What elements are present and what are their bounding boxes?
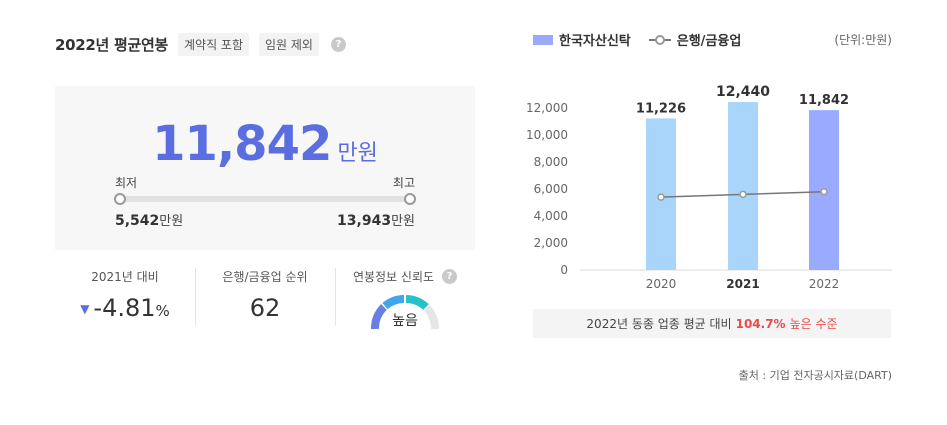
chart-unit-label: (단위:만원) [834, 33, 892, 47]
range-min-label: 최저 [115, 176, 138, 190]
legend-company-label: 한국자산신탁 [559, 34, 631, 49]
range-min-handle [114, 193, 126, 205]
down-arrow-icon: ▼ [80, 302, 90, 316]
range-max: 13,943만원 [337, 210, 415, 229]
salary-header: 2022년 평균연봉 계약직 포함 임원 제외 ? [55, 30, 346, 58]
tag-contract-included: 계약직 포함 [177, 32, 249, 56]
average-salary-value: 11,842 [152, 116, 332, 172]
stat-rank: 은행/금융업 순위 62 [195, 262, 335, 342]
y-tick-label: 0 [560, 263, 568, 277]
range-max-handle [404, 193, 416, 205]
stat-yoy-value: -4.81 [93, 294, 156, 322]
stat-yoy-value-wrap: ▼ -4.81% [55, 294, 195, 322]
stat-rank-label: 은행/금융업 순위 [222, 270, 308, 284]
x-tick-label: 2021 [726, 277, 759, 291]
bar-value-label: 11,226 [636, 101, 686, 116]
data-source: 출처 : 기업 전자공시자료(DART) [738, 369, 892, 382]
chart-legend: 한국자산신탁 은행/금융업 [533, 30, 741, 49]
y-tick-label: 2,000 [534, 236, 568, 250]
legend-company-swatch [533, 34, 553, 45]
y-tick-label: 10,000 [526, 128, 568, 142]
salary-range-track [114, 193, 416, 205]
range-max-unit: 만원 [391, 214, 415, 229]
stat-reliability-label: 연봉정보 신뢰도 [352, 270, 435, 284]
compare-percent: 104.7% [735, 316, 786, 331]
legend-industry-label: 은행/금융업 [676, 34, 742, 49]
reliability-gauge: 높음 [370, 291, 440, 331]
salary-stats: 2021년 대비 ▼ -4.81% 은행/금융업 순위 62 연봉정보 신뢰도 ?… [55, 262, 475, 342]
stat-yoy: 2021년 대비 ▼ -4.81% [55, 262, 195, 342]
stat-yoy-label: 2021년 대비 [91, 270, 159, 284]
help-icon[interactable]: ? [442, 269, 458, 284]
stat-rank-value: 62 [249, 294, 281, 322]
range-labels: 최저 최고 [115, 174, 415, 191]
reliability-value: 높음 [392, 313, 418, 329]
tag-executive-excluded: 임원 제외 [259, 32, 319, 56]
average-salary-unit: 만원 [337, 141, 378, 166]
range-min-value: 5,542 [115, 213, 160, 229]
bar-value-label: 11,842 [799, 93, 849, 108]
stat-yoy-unit: % [155, 302, 170, 320]
range-min-unit: 만원 [159, 214, 184, 229]
bar-value-label: 12,440 [716, 84, 770, 100]
industry-point [820, 187, 828, 196]
page-title: 2022년 평균연봉 [55, 35, 168, 54]
average-salary: 11,842 만원 [55, 116, 475, 172]
y-tick-label: 8,000 [534, 155, 568, 169]
x-tick-label: 2022 [809, 277, 840, 291]
stat-reliability-label-wrap: 연봉정보 신뢰도 ? [335, 268, 475, 285]
industry-compare-banner: 2022년 동종 업종 평균 대비 104.7% 높은 수준 [533, 309, 891, 338]
industry-point [657, 193, 665, 201]
range-min: 5,542만원 [115, 210, 183, 229]
range-max-value: 13,943 [337, 213, 392, 229]
range-values: 5,542만원 13,943만원 [115, 210, 415, 229]
help-icon[interactable]: ? [330, 36, 346, 52]
range-max-label: 최고 [392, 176, 415, 190]
legend-industry-line-icon [648, 34, 671, 45]
salary-bar-chart: 0 2,000 4,000 6,000 8,000 10,000 12,000 11,226 2… [526, 84, 892, 291]
salary-summary-box: 11,842 만원 최저 최고 5,542만원 13,943만원 [55, 86, 475, 250]
gauge-arc-icon [371, 295, 439, 330]
industry-point [739, 190, 747, 199]
x-tick-label: 2020 [646, 277, 677, 291]
y-tick-label: 6,000 [534, 182, 568, 196]
y-tick-label: 12,000 [526, 101, 568, 115]
compare-text: 2022년 동종 업종 평균 대비 [586, 317, 732, 331]
y-tick-label: 4,000 [534, 209, 568, 223]
stat-reliability: 연봉정보 신뢰도 ? 높음 [335, 262, 475, 342]
compare-result: 높은 수준 [789, 317, 838, 331]
bar-2021 [728, 102, 758, 270]
